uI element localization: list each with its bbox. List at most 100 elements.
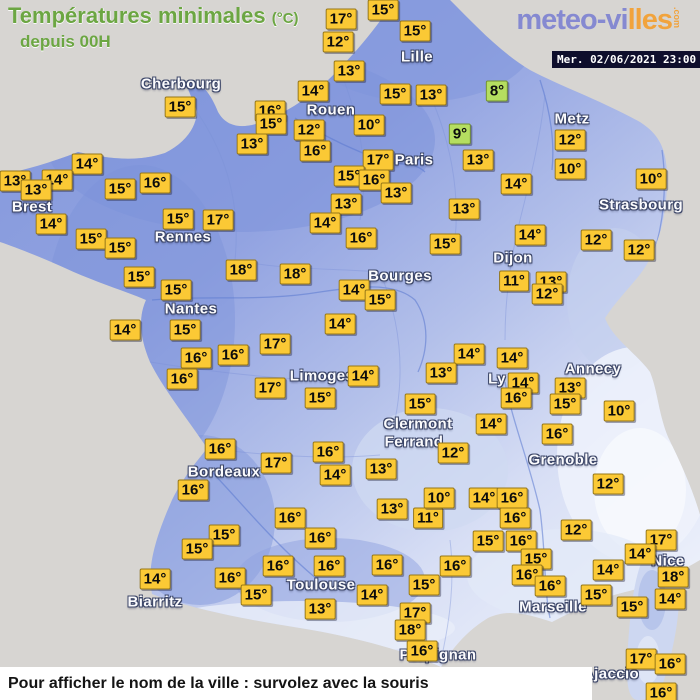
city-label-limoges: Limoges: [289, 367, 355, 385]
temperature-label: 14°: [41, 169, 73, 191]
temperature-label: 17°: [325, 8, 357, 30]
city-label-dijon: Dijon: [493, 249, 533, 267]
temperature-label: 13°: [330, 193, 362, 215]
temperature-label: 15°: [255, 113, 287, 135]
title-block: Températures minimales (°C) depuis 00H: [8, 3, 299, 52]
meteo-villes-logo[interactable]: meteo-villes.com: [516, 4, 682, 37]
temperature-label: 10°: [603, 400, 635, 422]
temperature-label: 17°: [259, 333, 291, 355]
temperature-label: 16°: [499, 507, 531, 529]
temperature-label: 16°: [274, 507, 306, 529]
temperature-label: 14°: [453, 343, 485, 365]
city-label-ferrand: Ferrand: [384, 433, 444, 451]
temperature-label: 14°: [624, 543, 656, 565]
city-label-annecy: Annecy: [564, 360, 622, 378]
temperature-label: 15°: [160, 279, 192, 301]
logo-suffix: .com: [672, 7, 682, 29]
temperature-label: 15°: [367, 0, 399, 21]
temperature-label: 14°: [35, 213, 67, 235]
temperature-label: 13°: [380, 182, 412, 204]
footer-bar: Pour afficher le nom de la ville : survo…: [0, 667, 592, 700]
footer-hint-text: Pour afficher le nom de la ville : survo…: [8, 674, 429, 692]
temperature-label: 14°: [309, 212, 341, 234]
city-label-metz: Metz: [554, 110, 590, 128]
temperature-label: 15°: [181, 538, 213, 560]
city-label-nice: Nice: [651, 552, 685, 570]
temperature-label: 15°: [162, 208, 194, 230]
temperature-label: 13°: [415, 84, 447, 106]
temperature-label: 11°: [413, 507, 443, 529]
temperature-label: 15°: [580, 584, 612, 606]
temperature-label: 17°: [254, 377, 286, 399]
temperature-label: 10°: [554, 158, 586, 180]
temperature-label: 16°: [371, 554, 403, 576]
temperature-label: 18°: [657, 566, 689, 588]
temperature-label: 14°: [468, 487, 500, 509]
temperature-label: 16°: [496, 487, 528, 509]
temperature-label: 15°: [408, 574, 440, 596]
city-label-strasbourg: Strasbourg: [598, 196, 684, 214]
city-label-bordeaux: Bordeaux: [187, 463, 261, 481]
temperature-label: 16°: [541, 423, 573, 445]
temperature-label: 14°: [500, 173, 532, 195]
temperature-label: 15°: [333, 165, 365, 187]
temperature-label: 12°: [592, 473, 624, 495]
temperature-label: 13°: [462, 149, 494, 171]
temperature-label: 15°: [169, 319, 201, 341]
temperature-label: 15°: [616, 596, 648, 618]
temperature-label: 15°: [429, 233, 461, 255]
temperature-label: 18°: [394, 619, 426, 641]
temperature-label: 13°: [304, 598, 336, 620]
temperature-label: 15°: [404, 393, 436, 415]
temperature-label: 15°: [208, 524, 240, 546]
city-label-ly: Ly: [488, 370, 506, 388]
temperature-label: 16°: [214, 567, 246, 589]
city-label-marseille: Marseille: [519, 598, 587, 616]
city-label-paris: Paris: [394, 151, 434, 169]
temperature-label: 12°: [623, 239, 655, 261]
city-label-lille: Lille: [400, 48, 434, 66]
temperature-label: 15°: [104, 237, 136, 259]
temperature-label: 15°: [472, 530, 504, 552]
temperature-label: 12°: [322, 31, 354, 53]
temperature-label: 15°: [75, 228, 107, 250]
temperature-label: 14°: [496, 347, 528, 369]
temperature-label: 12°: [580, 229, 612, 251]
temperature-label: 16°: [645, 682, 677, 700]
city-label-toulouse: Toulouse: [286, 576, 356, 594]
city-label-grenoble: Grenoble: [528, 451, 598, 469]
city-label-ajaccio: Ajaccio: [582, 665, 640, 683]
temperature-label: 10°: [635, 168, 667, 190]
temperature-label: 15°: [164, 96, 196, 118]
temperature-label: 16°: [304, 527, 336, 549]
temperature-label: 12°: [531, 283, 563, 305]
temperature-label: 14°: [356, 584, 388, 606]
temperature-label: 16°: [312, 441, 344, 463]
temperature-label: 13°: [425, 362, 457, 384]
city-label-biarritz: Biarritz: [127, 593, 183, 611]
temperature-label: 15°: [379, 83, 411, 105]
temperature-label: 12°: [293, 119, 325, 141]
temperature-label: 16°: [177, 479, 209, 501]
temperature-label: 16°: [139, 172, 171, 194]
temperature-label: 18°: [279, 263, 311, 285]
temperature-label: 15°: [240, 584, 272, 606]
temperature-label: 14°: [319, 464, 351, 486]
temperature-label: 14°: [514, 224, 546, 246]
temperature-label: 9°: [448, 123, 472, 145]
city-label-nantes: Nantes: [164, 300, 218, 318]
temperature-label: 16°: [500, 387, 532, 409]
temperature-label: 16°: [313, 555, 345, 577]
city-label-bourges: Bourges: [368, 267, 432, 285]
temperature-label: 17°: [260, 452, 292, 474]
temperature-label: 16°: [654, 653, 686, 675]
temperature-label: 10°: [423, 487, 455, 509]
temperature-label: 16°: [180, 347, 212, 369]
temperature-label: 14°: [654, 588, 686, 610]
temperature-label: 12°: [560, 519, 592, 541]
temperature-label: 17°: [362, 149, 394, 171]
temperature-label: 16°: [406, 640, 438, 662]
temperature-label: 8°: [485, 80, 509, 102]
temperature-label: 12°: [437, 442, 469, 464]
